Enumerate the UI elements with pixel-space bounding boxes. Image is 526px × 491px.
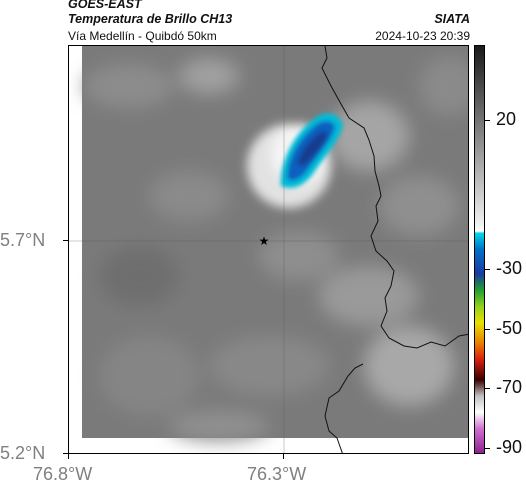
product-title: GOES-EAST (68, 0, 142, 11)
x-tick-mark (68, 454, 69, 459)
y-tick-label: 5.2°N (0, 443, 46, 463)
star-icon: ★ (259, 234, 270, 248)
timestamp-label: 2024-10-23 20:39 (375, 29, 470, 43)
colorbar-tick-label: 20 (496, 108, 517, 129)
colorbar-tick-mark (485, 388, 490, 390)
colorbar (474, 45, 485, 454)
brightness-temperature-image: ★ (69, 46, 468, 453)
x-tick-label: 76.3°W (247, 464, 307, 484)
y-tick-mark (63, 240, 68, 241)
colorbar-tick-mark (485, 328, 490, 330)
colorbar-tick-label: -50 (496, 317, 523, 338)
colorbar-tick-label: -70 (496, 377, 523, 398)
colorbar-tick-label: -30 (496, 257, 523, 278)
department-border (321, 46, 468, 349)
x-tick-mark (283, 454, 284, 459)
route-label: Vía Medellín - Quibdó 50km (68, 29, 217, 43)
colorbar-tick-mark (485, 119, 490, 121)
satellite-map[interactable]: ★ (68, 45, 469, 454)
channel-title: Temperatura de Brillo CH13 (68, 12, 233, 26)
y-tick-mark (63, 453, 68, 454)
colorbar-tick-mark (485, 268, 490, 270)
colorbar-tick-label: -90 (496, 437, 523, 458)
colorbar-tick-mark (485, 448, 490, 450)
x-tick-label: 76.8°W (33, 464, 93, 484)
organization-label: SIATA (434, 12, 470, 26)
convective-cell (280, 113, 343, 188)
y-tick-label: 5.7°N (0, 230, 46, 250)
department-border-south (324, 363, 364, 453)
